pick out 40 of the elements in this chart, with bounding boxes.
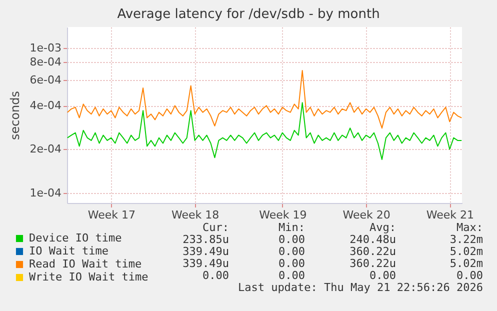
legend-label: Write IO Wait time: [29, 270, 148, 284]
legend-label: Device IO time: [29, 232, 122, 244]
text: 339.49u: [182, 245, 229, 258]
x-tick-label: Week 20: [342, 208, 390, 222]
text: Min:: [278, 221, 305, 234]
text: 0.00: [456, 269, 483, 282]
text: 3.22m: [450, 233, 483, 246]
legend-label: Read IO Wait time: [29, 258, 142, 270]
text: 5.02m: [450, 245, 483, 258]
text: 360.22u: [350, 245, 396, 258]
chart-title: Average latency for /dev/sdb - by month: [117, 7, 380, 22]
text: Cur:: [202, 221, 229, 234]
y-tick-label: 8e-04: [30, 56, 62, 69]
x-tick-label: Week 17: [88, 208, 136, 222]
x-tick-label: Week 18: [171, 208, 220, 222]
y-tick-label: 1e-04: [30, 186, 62, 200]
text: 0.00: [278, 269, 305, 282]
text: 0.00: [278, 233, 305, 246]
x-tick-label: Week 21: [426, 208, 474, 222]
line-series: [66, 102, 462, 160]
y-tick-label: 6e-04: [30, 74, 62, 87]
text: 233.85u: [182, 233, 229, 246]
text: 5.02m: [450, 257, 483, 270]
text: 360.22u: [350, 257, 396, 270]
y-tick-label: 4e-04: [30, 99, 62, 112]
line-series: [66, 70, 462, 129]
text: 0.00: [278, 257, 305, 270]
text: Avg:: [370, 221, 396, 234]
legend-label: IO Wait time: [29, 244, 108, 258]
text: 240.48u: [350, 233, 396, 246]
text: 0.00: [202, 269, 229, 282]
text: 0.00: [278, 245, 305, 258]
y-axis-title: seconds: [8, 90, 22, 140]
x-tick-label: Week 19: [259, 208, 307, 222]
text: Last update: Thu May 21 22:56:26 2026: [238, 281, 483, 294]
y-tick-label: 2e-04: [30, 142, 62, 156]
y-tick-label: 1e-03: [30, 42, 62, 55]
text: 339.49u: [182, 257, 229, 270]
text: 0.00: [370, 269, 396, 282]
text: Max:: [456, 221, 483, 234]
